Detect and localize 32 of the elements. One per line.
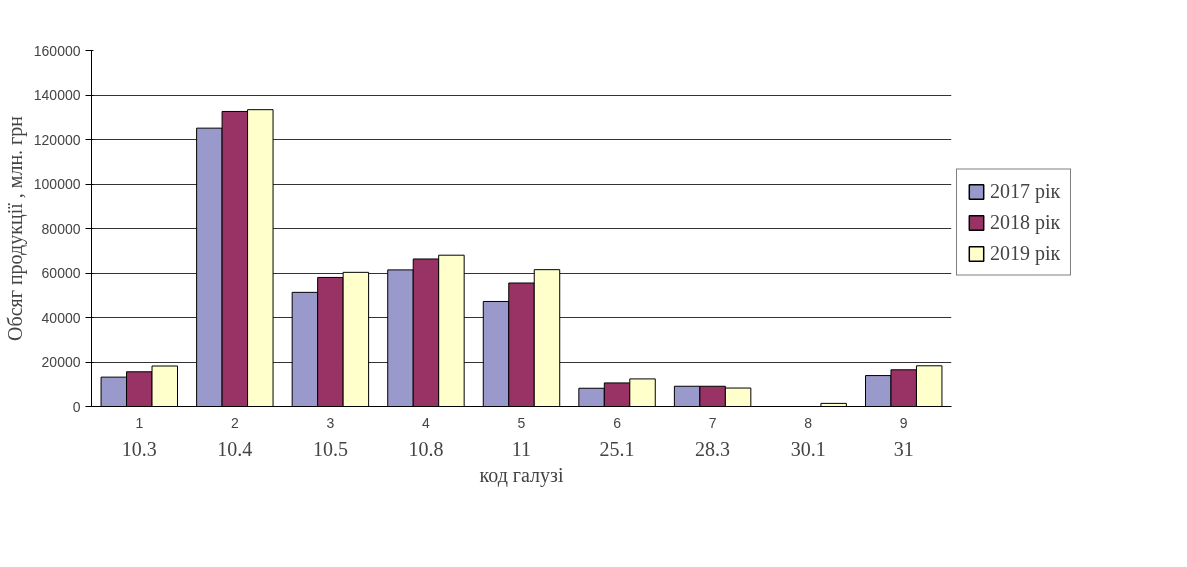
x-tick-label: 6 (613, 414, 622, 431)
y-tick-label: 60000 (41, 265, 81, 281)
text: 30.1 (790, 437, 826, 460)
text: 25.1 (599, 437, 635, 460)
x-axis-title: код галузі (479, 463, 564, 487)
legend-label: 2019 рік (990, 241, 1061, 265)
text: 11 (511, 437, 532, 460)
x-tick-label: 7 (708, 414, 717, 431)
x-tick-label: 2 (230, 414, 239, 431)
legend-label: 2017 рік (990, 179, 1061, 203)
text: 31 (893, 437, 914, 460)
y-tick-label: 80000 (41, 220, 81, 237)
y-tick-label: 0 (72, 398, 81, 415)
text: 28.3 (695, 437, 731, 460)
y-tick-label: 40000 (41, 309, 81, 326)
x-tick-label: 5 (517, 414, 526, 431)
text: 10.8 (408, 437, 444, 460)
x-tick-label: 9 (899, 414, 908, 431)
legend-label: 2018 рік (990, 210, 1061, 234)
y-tick-label: 140000 (33, 87, 81, 103)
x-tick-label: 1 (135, 414, 144, 431)
y-axis-title: Обсяг продукції , млн. грн (3, 115, 27, 341)
y-tick-label: 100000 (33, 176, 81, 192)
x-tick-label: 3 (326, 414, 335, 431)
text: 10.5 (312, 437, 348, 460)
y-tick-label: 120000 (33, 131, 81, 148)
y-tick-label: 20000 (41, 354, 81, 370)
text: 10.4 (217, 437, 253, 460)
text: 10.3 (121, 437, 157, 460)
x-tick-label: 8 (804, 414, 813, 431)
x-tick-label: 4 (422, 414, 431, 431)
y-tick-label: 160000 (33, 42, 81, 59)
